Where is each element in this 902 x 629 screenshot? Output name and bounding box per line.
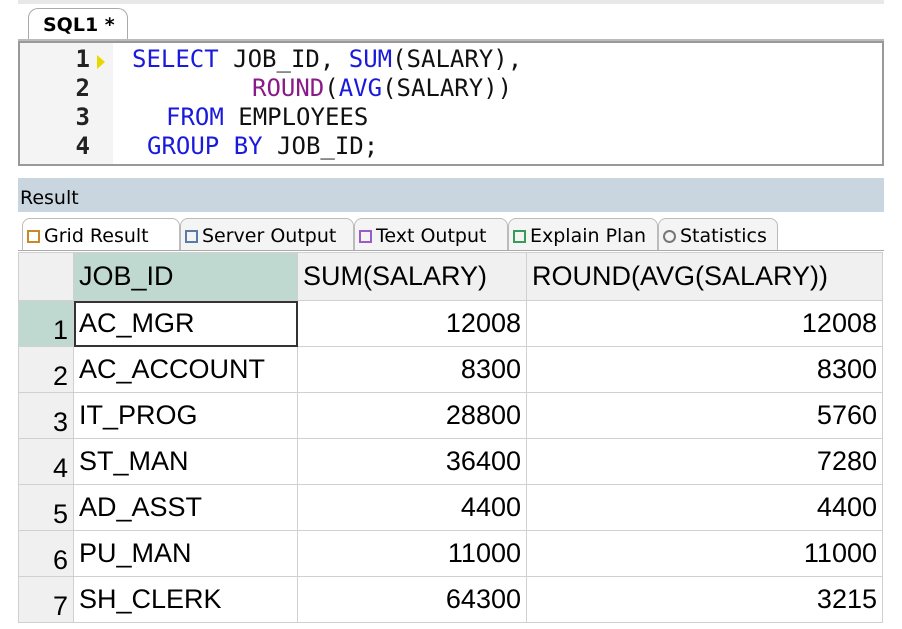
table-row[interactable]: 1 AC_MGR 12008 12008 [18, 300, 883, 347]
code-line-1: SELECT JOB_ID, SUM(SALARY), [132, 45, 522, 73]
tab-statistics[interactable]: Statistics [658, 218, 778, 250]
table-cell[interactable]: 12008 [297, 300, 527, 347]
top-border [18, 0, 884, 4]
code-text: JOB_ID; [262, 132, 379, 160]
table-cell[interactable]: IT_PROG [73, 392, 298, 439]
table-cell[interactable]: 4400 [526, 484, 883, 531]
table-cell[interactable]: 8300 [297, 346, 527, 393]
header-row: JOB_ID SUM(SALARY) ROUND(AVG(SALARY)) [18, 252, 883, 301]
table-cell[interactable]: ST_MAN [73, 438, 298, 485]
table-row[interactable]: 2 AC_ACCOUNT 8300 8300 [18, 346, 883, 393]
code-text: (SALARY), [392, 45, 523, 73]
table-cell[interactable]: 36400 [297, 438, 527, 485]
table-row[interactable]: 4 ST_MAN 36400 7280 [18, 438, 883, 485]
tab-strip [18, 39, 884, 41]
row-number[interactable]: 4 [18, 438, 74, 485]
tab-label: Explain Plan [530, 225, 647, 247]
tab-label: Text Output [376, 225, 487, 247]
code-line-3: FROM EMPLOYEES [166, 103, 368, 131]
keyword: SELECT [132, 45, 219, 73]
code-text: (SALARY)) [382, 74, 513, 102]
tab-server-output[interactable]: Server Output [180, 218, 354, 250]
result-panel-title: Result [18, 178, 884, 212]
result-tabs: Grid Result Server Output Text Output Ex… [18, 214, 884, 251]
column-header[interactable]: JOB_ID [73, 252, 298, 301]
table-row[interactable]: 3 IT_PROG 28800 5760 [18, 392, 883, 439]
line-number: 1 [75, 45, 90, 73]
table-cell[interactable]: 11000 [526, 530, 883, 577]
table-cell[interactable]: AD_ASST [73, 484, 298, 531]
sql-editor[interactable]: 1 2 3 4 SELECT JOB_ID, SUM(SALARY), ROUN… [18, 41, 884, 166]
tab-text-output[interactable]: Text Output [354, 218, 508, 250]
statistics-icon [663, 230, 676, 243]
row-number[interactable]: 7 [18, 576, 74, 623]
table-row[interactable]: 5 AD_ASST 4400 4400 [18, 484, 883, 531]
table-cell[interactable]: 28800 [297, 392, 527, 439]
line-number: 3 [75, 103, 90, 131]
line-number: 4 [75, 132, 90, 160]
table-cell[interactable]: 3215 [526, 576, 883, 623]
table-cell[interactable]: SH_CLERK [73, 576, 298, 623]
tab-label: Server Output [202, 225, 337, 247]
row-number[interactable]: 3 [18, 392, 74, 439]
tab-sql1[interactable]: SQL1 * [28, 8, 128, 40]
table-cell[interactable]: 4400 [297, 484, 527, 531]
table-cell[interactable]: AC_ACCOUNT [73, 346, 298, 393]
table-row[interactable]: 6 PU_MAN 11000 11000 [18, 530, 883, 577]
tab-label: Grid Result [44, 225, 149, 247]
table-cell[interactable]: 64300 [297, 576, 527, 623]
keyword: AVG [338, 74, 383, 102]
row-number[interactable]: 6 [18, 530, 74, 577]
code-text: ( [324, 74, 339, 102]
table-cell[interactable]: 5760 [526, 392, 883, 439]
tab-explain-plan[interactable]: Explain Plan [508, 218, 658, 250]
table-row[interactable]: 7 SH_CLERK 64300 3215 [18, 576, 883, 623]
table-cell[interactable]: 7280 [526, 438, 883, 485]
text-icon [359, 230, 372, 243]
keyword: SUM [348, 45, 393, 73]
table-cell[interactable]: 11000 [297, 530, 527, 577]
table-cell[interactable]: PU_MAN [73, 530, 298, 577]
column-header[interactable]: SUM(SALARY) [297, 252, 527, 301]
code-line-2: ROUND(AVG(SALARY)) [252, 74, 512, 102]
table-cell[interactable]: AC_MGR [73, 300, 298, 347]
code-text: JOB_ID, [218, 45, 349, 73]
row-number-header[interactable] [18, 252, 74, 301]
plan-icon [513, 230, 526, 243]
row-number[interactable]: 2 [18, 346, 74, 393]
keyword: FROM [166, 103, 224, 131]
table-cell[interactable]: 12008 [526, 300, 883, 347]
table-cell[interactable]: 8300 [526, 346, 883, 393]
keyword: GROUP BY [147, 132, 263, 160]
code-text: EMPLOYEES [223, 103, 369, 131]
current-line-arrow-icon [97, 55, 105, 69]
row-number[interactable]: 5 [18, 484, 74, 531]
server-icon [185, 230, 198, 243]
tab-grid-result[interactable]: Grid Result [22, 218, 180, 250]
function: ROUND [252, 74, 325, 102]
row-number[interactable]: 1 [18, 300, 74, 347]
column-header[interactable]: ROUND(AVG(SALARY)) [526, 252, 883, 301]
tab-label: Statistics [680, 225, 767, 247]
code-line-4: GROUP BY JOB_ID; [147, 132, 378, 160]
grid-icon [27, 230, 40, 243]
line-number: 2 [75, 74, 90, 102]
